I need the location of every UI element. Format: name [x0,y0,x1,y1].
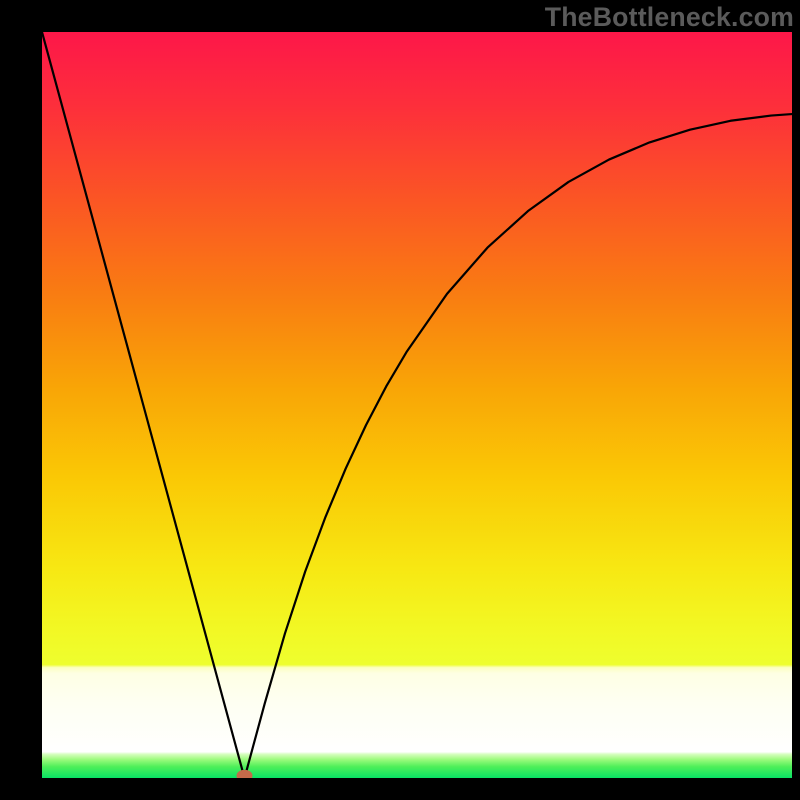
watermark-text: TheBottleneck.com [545,2,794,33]
chart-background [42,32,792,778]
chart-svg [42,32,792,778]
chart-plot-area [42,32,792,778]
